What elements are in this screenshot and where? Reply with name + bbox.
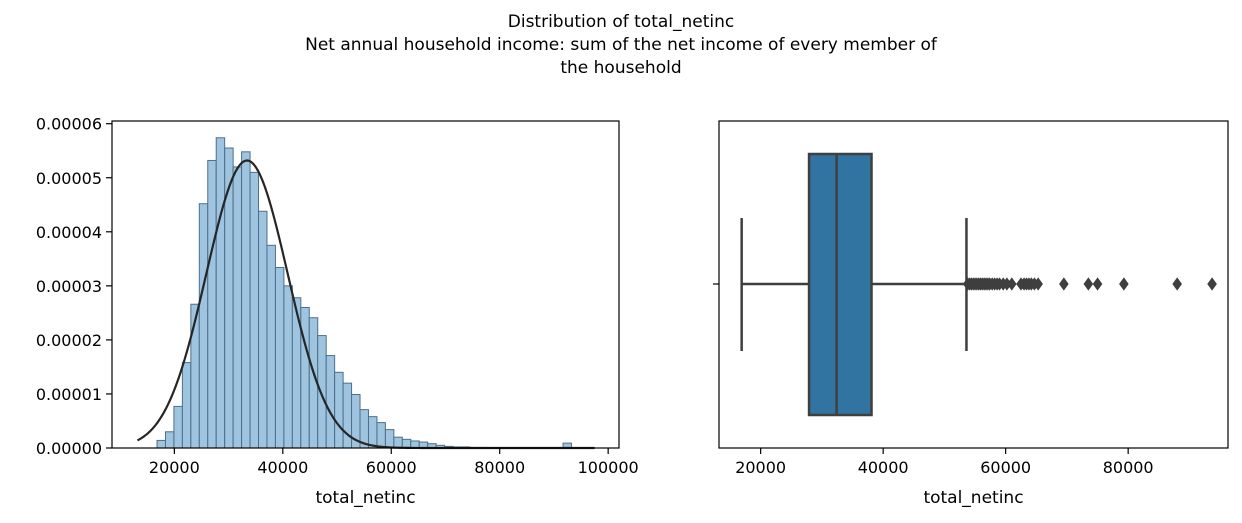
histogram-y-tick-label: 0.00000 [36,439,102,458]
histogram-y-tick-label: 0.00004 [36,223,102,242]
histogram-bar [266,244,276,449]
figure-title-line-3: the household [560,58,682,78]
histogram-panel: 20000 40000 60000 80000 100000 0.00000 0.00001… [36,115,639,508]
histogram-bar [401,438,412,449]
histogram-x-axis-label: total_netinc [315,488,415,508]
histogram-bar [164,431,175,449]
histogram-y-tick-label: 0.00006 [36,115,102,134]
histogram-x-tick-label: 60000 [366,458,417,477]
histogram-x-tick-label: 40000 [257,458,308,477]
boxplot-x-tick-label: 40000 [858,458,909,477]
boxplot-x-tick-label: 80000 [1103,458,1154,477]
boxplot-outlier [1092,277,1103,291]
boxplot-panel: 20000 40000 60000 80000 total_netinc [713,120,1229,508]
histogram-bar [342,382,353,449]
histogram-bar [334,371,344,449]
boxplot-x-axis-label: total_netinc [923,488,1023,508]
histogram-x-tick-label: 20000 [149,458,200,477]
boxplot-outlier [1172,277,1182,291]
boxplot-outlier [1006,277,1017,291]
histogram-bar [376,422,386,449]
histogram-bar [215,137,226,449]
histogram-y-tick-label: 0.00005 [36,169,102,188]
histogram-bar [317,335,327,449]
histogram-bar [274,266,285,449]
histogram-bar [241,151,251,449]
histogram-axes-frame [111,120,620,449]
boxplot-outlier [1207,277,1217,291]
histogram-bar [393,436,403,449]
figure-title-line-1: Distribution of total_netinc [507,12,735,32]
histogram-bar [325,355,336,449]
boxplot-outlier [1119,277,1129,291]
histogram-bar [173,405,183,449]
boxplot-x-tick-label: 20000 [735,458,786,477]
histogram-y-tick-label: 0.00001 [36,385,102,404]
boxplot-x-tick-label: 60000 [980,458,1031,477]
histogram-y-tick-label: 0.00002 [36,331,102,350]
histogram-bar [207,159,217,449]
histogram-bar [190,303,200,449]
histogram-bar [300,306,310,449]
histogram-bar [181,362,192,449]
histogram-bar [232,166,243,449]
histogram-bar [249,171,260,449]
boxplot-outlier [1059,277,1069,291]
histogram-x-tick-label: 100000 [578,458,639,477]
histogram-bar [283,285,293,449]
histogram-bar [367,416,378,449]
boxplot-outlier [1083,277,1094,291]
histogram-y-tick-label: 0.00003 [36,277,102,296]
boxplot-outlier [1033,277,1043,291]
histogram-x-tick-label: 80000 [474,458,525,477]
histogram-bar [198,203,209,449]
boxplot-box [807,152,873,417]
figure-title-line-2: Net annual household income: sum of the … [305,35,937,55]
histogram-bar [156,439,166,449]
histogram-bar [258,210,268,449]
histogram-bar [384,429,395,449]
